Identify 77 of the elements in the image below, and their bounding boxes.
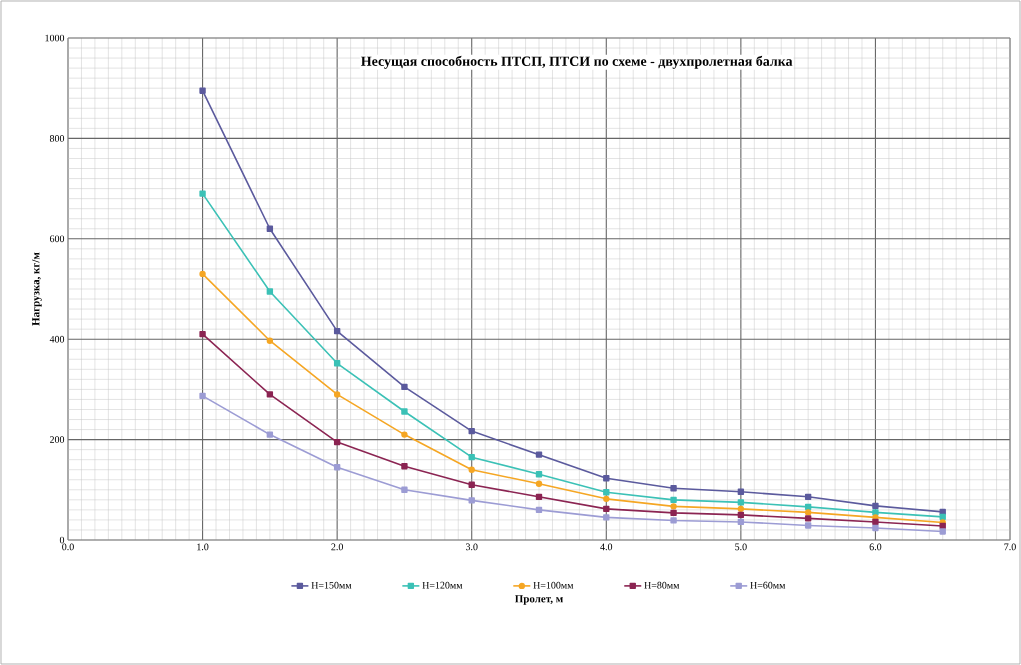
- legend-label: H=150мм: [311, 581, 352, 589]
- x-tick-label: 6.0: [869, 543, 882, 551]
- point: [804, 493, 812, 501]
- x-tick-label: 2.0: [331, 543, 343, 551]
- point: [401, 383, 408, 391]
- text: Несущая способность ПТСП, ПТСИ по схеме - двухпролетная балка: [361, 55, 793, 69]
- point: [468, 453, 475, 461]
- x-tick-label: 0.0: [62, 543, 74, 551]
- point: [401, 408, 408, 415]
- point: [872, 509, 879, 516]
- point: [266, 391, 274, 398]
- x-tick-label: 5.0: [735, 543, 747, 551]
- point: [737, 488, 745, 495]
- point: [939, 528, 946, 535]
- point: [266, 225, 274, 232]
- y-tick-label: 400: [49, 335, 65, 343]
- point: [266, 337, 274, 344]
- point: [468, 466, 475, 473]
- point: [603, 505, 610, 513]
- point: [333, 327, 341, 335]
- legend-label: H=80мм: [644, 581, 680, 589]
- y-tick-label: 0: [59, 536, 65, 544]
- point: [872, 524, 879, 532]
- point: [401, 463, 408, 470]
- y-tick-label: 1000: [45, 34, 65, 42]
- point: [535, 506, 543, 514]
- point: [401, 431, 408, 438]
- x-tick-label: 1.0: [197, 543, 209, 551]
- y-tick-label: 800: [49, 135, 65, 142]
- legend-label: H=100мм: [533, 581, 574, 589]
- point: [804, 509, 812, 516]
- point: [535, 493, 543, 501]
- point: [199, 190, 206, 197]
- point: [333, 438, 341, 446]
- point: [199, 392, 206, 400]
- point: [603, 495, 610, 503]
- point: [670, 509, 677, 517]
- point: [603, 514, 610, 521]
- x-axis-title: Пролет, м: [514, 595, 563, 605]
- x-tick-label: 7.0: [1004, 543, 1016, 551]
- point: [737, 518, 745, 526]
- point: [199, 270, 206, 278]
- legend-label: H=120мм: [422, 581, 463, 589]
- y-axis-title: Нагрузка, кг/м: [32, 252, 42, 326]
- point: [333, 391, 341, 398]
- point: [266, 288, 274, 295]
- y-tick-label: 200: [49, 436, 65, 443]
- legend-label: H=60мм: [750, 581, 786, 589]
- point: [468, 481, 475, 488]
- point: [804, 515, 812, 522]
- point: [535, 480, 543, 487]
- point: [872, 502, 879, 510]
- point: [670, 517, 677, 524]
- point: [872, 518, 879, 526]
- x-tick-label: 3.0: [465, 543, 478, 551]
- point: [535, 451, 543, 458]
- point: [333, 464, 341, 471]
- point: [535, 471, 543, 478]
- y-tick-label: 600: [49, 235, 65, 243]
- point: [737, 499, 745, 506]
- point: [804, 522, 812, 529]
- point: [333, 360, 341, 367]
- point: [199, 87, 206, 94]
- point: [670, 503, 677, 510]
- point: [468, 497, 475, 504]
- point: [401, 486, 408, 493]
- point: [737, 505, 745, 513]
- point: [670, 485, 677, 492]
- x-tick-label: 4.0: [600, 543, 613, 551]
- point: [737, 511, 745, 519]
- point: [199, 330, 206, 338]
- point: [468, 427, 475, 435]
- point: [603, 475, 610, 482]
- point: [266, 431, 274, 438]
- point: [670, 496, 677, 504]
- point: [872, 514, 879, 521]
- point: [603, 489, 610, 496]
